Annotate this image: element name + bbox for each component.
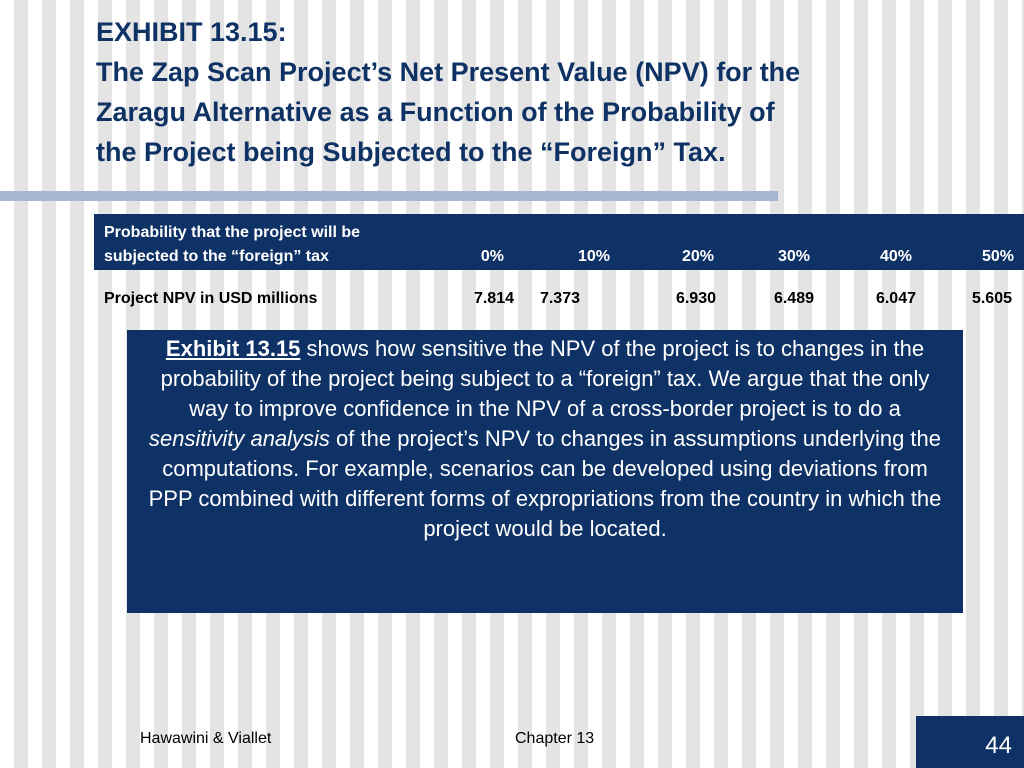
- probability-header-line-1: Probability that the project will be: [104, 224, 361, 241]
- title-line-1: The Zap Scan Project’s Net Present Value…: [96, 57, 801, 87]
- npv-cell: 7.373: [539, 290, 580, 307]
- probability-header-label: Probability that the project will be sub…: [104, 221, 360, 269]
- footer-chapter: Chapter 13: [515, 730, 595, 747]
- npv-cell: 7.814: [473, 290, 514, 307]
- footer-authors: Hawawini & Viallet: [140, 730, 272, 747]
- description-box: Exhibit 13.15 shows how sensitive the NP…: [127, 330, 963, 613]
- title-divider: [0, 191, 778, 201]
- npv-cell: 6.489: [773, 290, 814, 307]
- slide-title: EXHIBIT 13.15: The Zap Scan Project’s Ne…: [96, 12, 1006, 172]
- title-line-2: Zaragu Alternative as a Function of the …: [96, 97, 775, 127]
- exhibit-number: EXHIBIT 13.15:: [96, 17, 287, 47]
- npv-cell: 5.605: [971, 290, 1012, 307]
- exhibit-reference: Exhibit 13.15: [165, 336, 301, 361]
- probability-cell: 20%: [681, 248, 714, 265]
- probability-cell: 50%: [981, 248, 1014, 265]
- description-text-2: of the project’s NPV to changes in assum…: [148, 426, 942, 541]
- emphasis-text: sensitivity analysis: [148, 426, 330, 451]
- probability-cell: 0%: [480, 248, 504, 265]
- table-row: Project NPV in USD millions 7.814 7.373 …: [94, 288, 1024, 312]
- probability-cell: 30%: [777, 248, 810, 265]
- page-number: 44: [985, 732, 1012, 759]
- table-header-row: Probability that the project will be sub…: [94, 214, 1024, 270]
- title-line-3: the Project being Subjected to the “Fore…: [96, 137, 726, 167]
- probability-cell: 40%: [879, 248, 912, 265]
- npv-cell: 6.047: [875, 290, 916, 307]
- page-number-box: 44: [916, 716, 1024, 768]
- npv-row-label: Project NPV in USD millions: [104, 290, 318, 307]
- probability-cell: 10%: [577, 248, 610, 265]
- description-text-1: shows how sensitive the NPV of the proje…: [160, 336, 930, 421]
- description-paragraph: Exhibit 13.15 shows how sensitive the NP…: [127, 330, 963, 544]
- probability-header-line-2: subjected to the “foreign” tax: [104, 248, 329, 265]
- npv-cell: 6.930: [675, 290, 716, 307]
